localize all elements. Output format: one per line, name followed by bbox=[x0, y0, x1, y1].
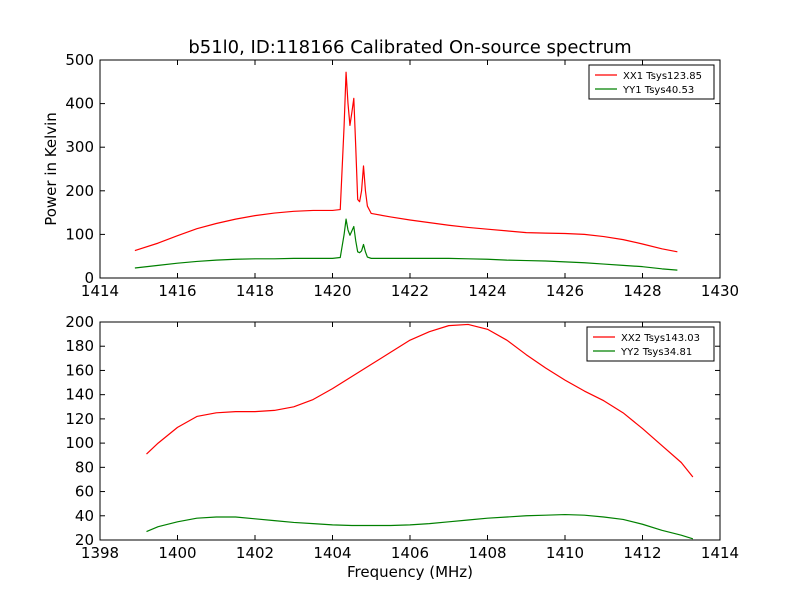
series-line-1 bbox=[146, 323, 694, 478]
x-tick-label: 1406 bbox=[391, 544, 429, 562]
y-tick-label: 500 bbox=[65, 51, 94, 69]
bottom-subplot: 1398 1400 1402 1404 1406 1408 1410 1412 1414 20 40… bbox=[65, 313, 739, 581]
y-tick-label: 0 bbox=[84, 269, 94, 287]
series-line-2 bbox=[134, 218, 678, 271]
y-tick-label: 80 bbox=[75, 458, 94, 476]
y-tick-label: 60 bbox=[75, 483, 94, 501]
x-tick-label: 1414 bbox=[701, 544, 739, 562]
y-tick-label: 300 bbox=[65, 138, 94, 156]
x-axis-label: Frequency (MHz) bbox=[347, 563, 473, 581]
figure-title: b51l0, ID:118166 Calibrated On-source sp… bbox=[188, 37, 631, 58]
y-axis-label: Power in Kelvin bbox=[42, 112, 60, 226]
x-tick-label: 1408 bbox=[468, 544, 506, 562]
y-tick-label: 400 bbox=[65, 95, 94, 113]
series-line-2 bbox=[146, 513, 694, 540]
y-tick-label: 20 bbox=[75, 531, 94, 549]
x-tick-label: 1428 bbox=[623, 282, 661, 300]
legend-box bbox=[588, 64, 715, 100]
x-tick-label: 1420 bbox=[313, 282, 351, 300]
x-tick-label: 1416 bbox=[158, 282, 196, 300]
legend-label: XX2 Tsys143.03 bbox=[621, 333, 700, 344]
legend: XX1 Tsys123.85 YY1 Tsys40.53 bbox=[588, 64, 715, 100]
x-tick-label: 1424 bbox=[468, 282, 506, 300]
y-tick-label: 100 bbox=[65, 434, 94, 452]
y-tick-label: 200 bbox=[65, 313, 94, 331]
x-tick-label: 1400 bbox=[158, 544, 196, 562]
y-tick-label: 140 bbox=[65, 386, 94, 404]
x-tick-label: 1422 bbox=[391, 282, 429, 300]
legend-label: XX1 Tsys123.85 bbox=[623, 71, 702, 82]
legend-label: YY1 Tsys40.53 bbox=[622, 85, 694, 96]
y-tick-label: 160 bbox=[65, 361, 94, 379]
legend: XX2 Tsys143.03 YY2 Tsys34.81 bbox=[586, 326, 715, 362]
x-tick-label: 1412 bbox=[623, 544, 661, 562]
x-tick-label: 1410 bbox=[546, 544, 584, 562]
y-tick-label: 40 bbox=[75, 507, 94, 525]
x-tick-label: 1418 bbox=[236, 282, 274, 300]
series-line-1 bbox=[134, 71, 678, 253]
y-tick-label: 180 bbox=[65, 337, 94, 355]
x-tick-label: 1404 bbox=[313, 544, 351, 562]
y-tick-label: 120 bbox=[65, 410, 94, 428]
y-tick-label: 100 bbox=[65, 225, 94, 243]
x-tick-label: 1426 bbox=[546, 282, 584, 300]
top-subplot: 1414 1416 1418 1420 1422 1424 1426 1428 1430 0 100… bbox=[42, 51, 739, 300]
x-tick-label: 1414 bbox=[81, 282, 119, 300]
legend-box bbox=[586, 326, 715, 362]
legend-label: YY2 Tsys34.81 bbox=[620, 347, 692, 358]
x-tick-label: 1398 bbox=[81, 544, 119, 562]
y-tick-label: 200 bbox=[65, 182, 94, 200]
x-tick-label: 1430 bbox=[701, 282, 739, 300]
x-tick-label: 1402 bbox=[236, 544, 274, 562]
